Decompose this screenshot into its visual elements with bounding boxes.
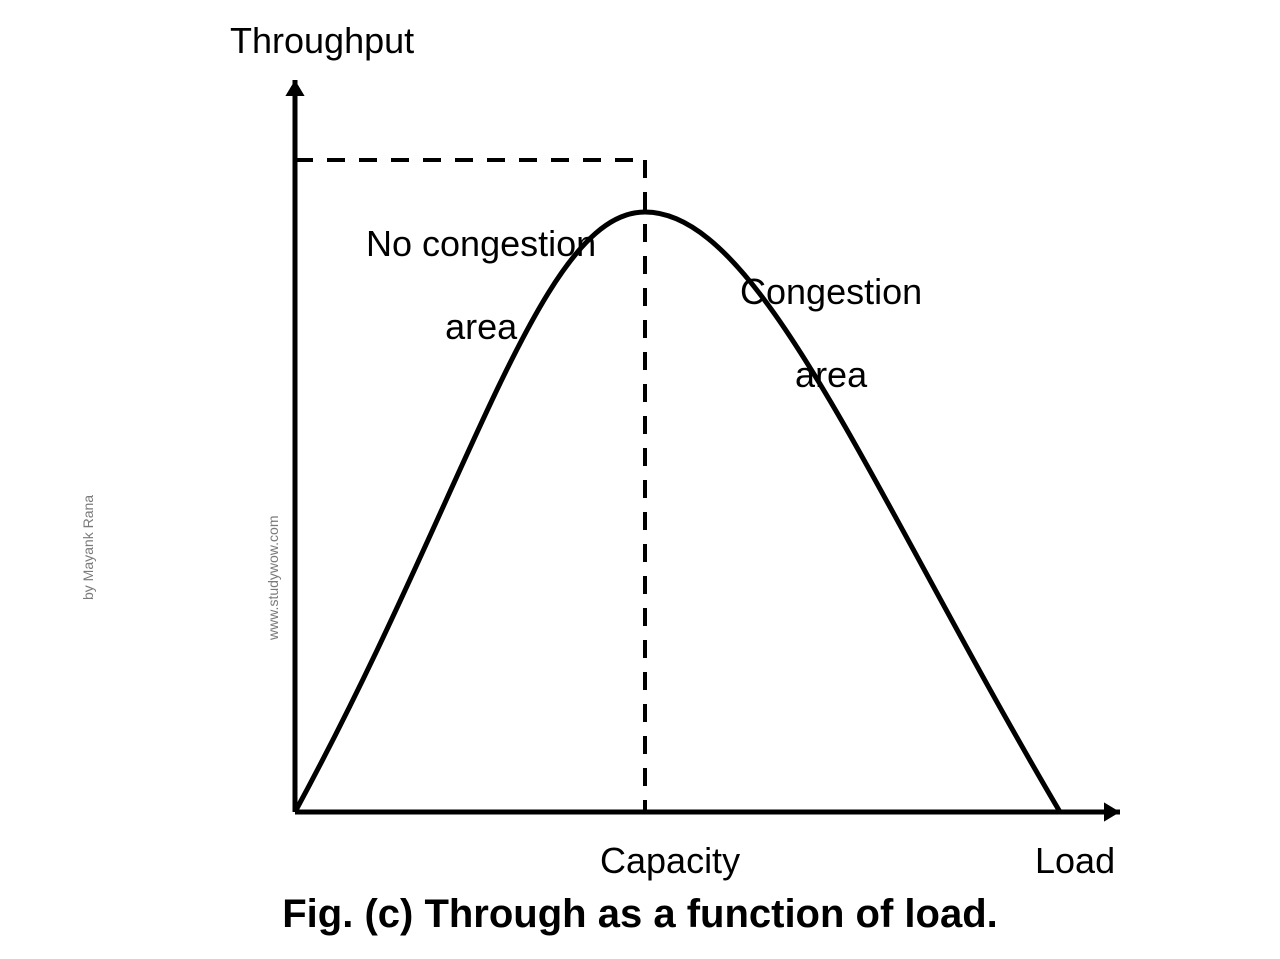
congestion-line1: Congestion — [740, 271, 922, 312]
figure-stage: Throughput Load Capacity No congestion a… — [0, 0, 1280, 959]
no-congestion-label: No congestion area — [326, 182, 596, 389]
congestion-line2: area — [795, 354, 867, 395]
no-congestion-line2: area — [445, 306, 517, 347]
watermark-site: www.studywow.com — [265, 516, 281, 640]
x-axis-arrow — [1104, 802, 1120, 821]
capacity-label: Capacity — [600, 840, 740, 882]
figure-caption: Fig. (c) Through as a function of load. — [180, 892, 1100, 937]
watermark-author: by Mayank Rana — [80, 495, 96, 600]
congestion-label: Congestion area — [700, 230, 922, 437]
y-axis-arrow — [285, 80, 304, 96]
chart-svg — [0, 0, 1280, 959]
y-axis-label: Throughput — [230, 20, 414, 62]
x-axis-label: Load — [1035, 840, 1115, 882]
no-congestion-line1: No congestion — [366, 223, 596, 264]
